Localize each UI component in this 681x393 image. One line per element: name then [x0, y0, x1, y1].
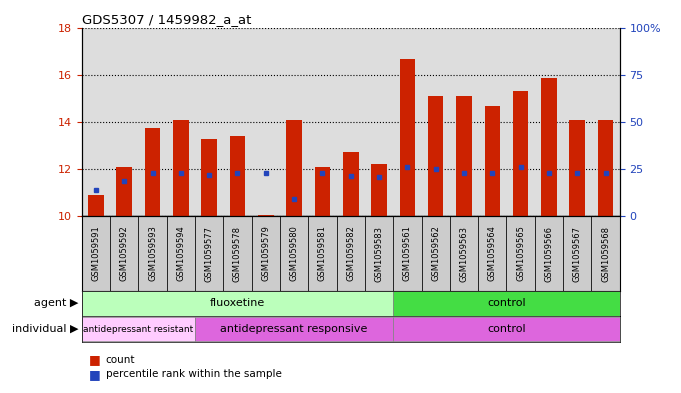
Bar — [569, 119, 585, 217]
Bar — [393, 317, 620, 342]
Text: count: count — [106, 354, 135, 365]
Bar — [478, 217, 507, 291]
Text: GDS5307 / 1459982_a_at: GDS5307 / 1459982_a_at — [82, 13, 251, 26]
Text: GSM1059578: GSM1059578 — [233, 226, 242, 281]
Bar — [229, 136, 245, 217]
Bar — [563, 217, 591, 291]
Bar — [535, 217, 563, 291]
Bar — [541, 77, 556, 217]
Bar — [82, 217, 110, 291]
Text: GSM1059577: GSM1059577 — [204, 226, 214, 281]
Text: antidepressant responsive: antidepressant responsive — [221, 324, 368, 334]
Text: GSM1059564: GSM1059564 — [488, 226, 497, 281]
Bar — [450, 217, 478, 291]
Text: GSM1059591: GSM1059591 — [91, 226, 100, 281]
Bar — [195, 217, 223, 291]
Bar — [365, 217, 393, 291]
Text: GSM1059593: GSM1059593 — [148, 226, 157, 281]
Bar — [598, 119, 614, 217]
Bar — [513, 91, 528, 217]
Text: fluoxetine: fluoxetine — [210, 298, 265, 309]
Text: ■: ■ — [89, 367, 100, 381]
Bar — [173, 119, 189, 217]
Text: antidepressant resistant: antidepressant resistant — [83, 325, 193, 334]
Text: GSM1059579: GSM1059579 — [262, 226, 270, 281]
Bar — [393, 217, 422, 291]
Bar — [315, 167, 330, 217]
Bar — [116, 167, 132, 217]
Text: GSM1059566: GSM1059566 — [544, 226, 554, 281]
Text: control: control — [487, 324, 526, 334]
Text: percentile rank within the sample: percentile rank within the sample — [106, 369, 281, 379]
Bar — [393, 291, 620, 316]
Bar — [110, 217, 138, 291]
Bar — [591, 217, 620, 291]
Bar — [82, 291, 393, 316]
Bar — [428, 95, 443, 217]
Text: GSM1059582: GSM1059582 — [346, 226, 355, 281]
Bar — [422, 217, 450, 291]
Bar — [343, 152, 358, 217]
Bar — [308, 217, 336, 291]
Text: GSM1059583: GSM1059583 — [375, 226, 383, 281]
Bar — [507, 217, 535, 291]
Bar — [195, 317, 393, 342]
Text: GSM1059567: GSM1059567 — [573, 226, 582, 281]
Bar — [371, 164, 387, 217]
Text: GSM1059562: GSM1059562 — [431, 226, 440, 281]
Bar — [202, 139, 217, 217]
Bar — [280, 217, 308, 291]
Bar — [484, 106, 500, 217]
Text: GSM1059561: GSM1059561 — [403, 226, 412, 281]
Text: GSM1059565: GSM1059565 — [516, 226, 525, 281]
Bar — [167, 217, 195, 291]
Bar — [88, 195, 104, 217]
Text: agent ▶: agent ▶ — [34, 298, 78, 309]
Text: ■: ■ — [89, 353, 100, 366]
Text: GSM1059592: GSM1059592 — [120, 226, 129, 281]
Bar — [456, 95, 472, 217]
Text: individual ▶: individual ▶ — [12, 324, 78, 334]
Bar — [223, 217, 251, 291]
Bar — [258, 215, 274, 217]
Text: GSM1059581: GSM1059581 — [318, 226, 327, 281]
Text: control: control — [487, 298, 526, 309]
Bar — [145, 128, 160, 217]
Text: GSM1059563: GSM1059563 — [460, 226, 469, 281]
Bar — [251, 217, 280, 291]
Text: GSM1059594: GSM1059594 — [176, 226, 185, 281]
Bar — [138, 217, 167, 291]
Bar — [82, 317, 195, 342]
Text: GSM1059580: GSM1059580 — [289, 226, 298, 281]
Bar — [286, 119, 302, 217]
Bar — [336, 217, 365, 291]
Bar — [400, 59, 415, 217]
Text: GSM1059568: GSM1059568 — [601, 226, 610, 281]
